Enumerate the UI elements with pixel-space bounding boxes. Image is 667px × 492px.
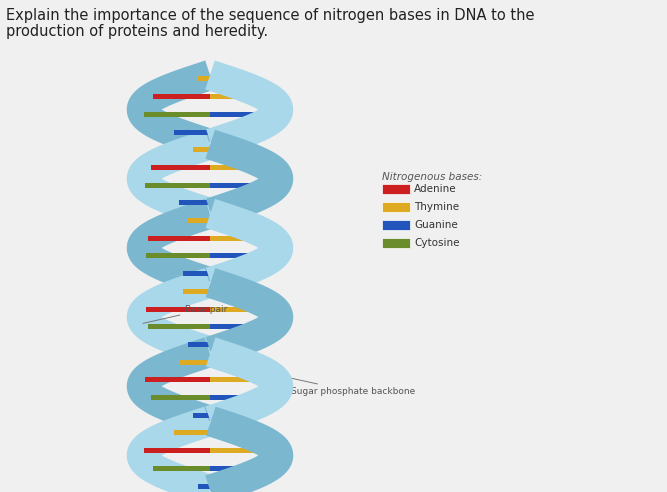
Bar <box>183 271 210 276</box>
Bar <box>210 324 271 329</box>
Bar <box>149 236 210 241</box>
Bar <box>175 129 210 134</box>
Bar <box>210 360 241 365</box>
Bar <box>210 342 232 347</box>
Bar <box>210 466 267 471</box>
Bar <box>188 342 210 347</box>
Bar <box>149 324 210 329</box>
Bar <box>188 218 210 223</box>
Bar <box>183 289 210 294</box>
Bar <box>210 484 222 489</box>
Bar <box>210 76 222 82</box>
Bar <box>210 218 232 223</box>
Bar <box>179 360 210 365</box>
Bar <box>210 94 267 99</box>
Bar <box>210 377 275 382</box>
Bar <box>210 395 269 400</box>
Bar <box>151 165 210 170</box>
Text: Guanine: Guanine <box>414 220 458 230</box>
Bar <box>210 112 276 117</box>
Bar <box>193 413 210 418</box>
Bar <box>210 307 273 311</box>
Bar <box>210 183 275 187</box>
Bar <box>143 112 210 117</box>
Bar <box>210 165 269 170</box>
Text: Adenine: Adenine <box>414 184 457 194</box>
Text: Base pair: Base pair <box>143 305 227 323</box>
Bar <box>198 76 210 82</box>
Bar <box>175 430 210 435</box>
Bar <box>151 395 210 400</box>
Bar <box>147 253 210 258</box>
Bar <box>210 448 276 453</box>
Bar <box>153 466 210 471</box>
Bar <box>153 94 210 99</box>
Bar <box>147 307 210 311</box>
Bar <box>210 289 237 294</box>
Bar <box>382 238 410 248</box>
Bar <box>210 236 271 241</box>
Text: Explain the importance of the sequence of nitrogen bases in DNA to the: Explain the importance of the sequence o… <box>6 8 534 23</box>
Text: production of proteins and heredity.: production of proteins and heredity. <box>6 24 268 39</box>
Bar <box>179 200 210 205</box>
Bar <box>210 271 237 276</box>
Bar <box>210 430 245 435</box>
Bar <box>382 184 410 194</box>
Bar <box>145 377 210 382</box>
Bar <box>382 220 410 230</box>
Bar <box>145 183 210 187</box>
Text: Nitrogenous bases:: Nitrogenous bases: <box>382 172 482 182</box>
Bar <box>198 484 210 489</box>
Text: Sugar phosphate backbone: Sugar phosphate backbone <box>274 374 416 396</box>
Bar <box>210 200 241 205</box>
Bar <box>143 448 210 453</box>
Text: Cytosine: Cytosine <box>414 238 460 248</box>
Bar <box>210 147 227 152</box>
Bar <box>382 202 410 212</box>
Bar <box>210 129 245 134</box>
Bar <box>210 253 273 258</box>
Bar <box>193 147 210 152</box>
Text: Thymine: Thymine <box>414 202 459 212</box>
Bar <box>210 413 227 418</box>
